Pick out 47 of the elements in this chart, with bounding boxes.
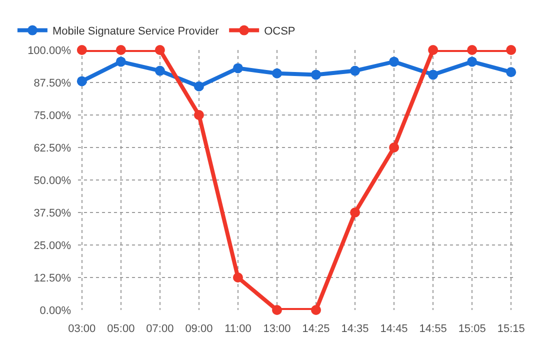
x-tick-label: 14:55 [419,323,447,335]
y-tick-label: 50.00% [34,174,72,187]
y-tick-label: 100.00% [28,44,72,57]
x-tick-label: 15:05 [458,323,486,335]
point [154,45,165,55]
point [389,142,400,152]
x-tick-label: 03:00 [68,323,96,335]
y-tick-label: 37.50% [34,207,72,220]
x-tick-label: 13:00 [263,323,291,335]
point [76,45,87,55]
point [311,70,322,80]
x-tick-label: 14:45 [380,323,408,335]
y-tick-label: 25.00% [34,240,72,252]
y-tick-label: 12.50% [34,272,72,284]
point [506,45,516,55]
y-tick-label: 62.50% [34,142,72,154]
point [389,56,400,67]
point [116,56,126,67]
point [311,305,322,315]
x-tick-label: 07:00 [146,323,174,335]
y-tick-label: 0.00% [40,304,72,317]
point [194,81,204,92]
y-tick-label: 75.00% [34,110,72,122]
point [116,45,126,55]
legend-label: OCSP [264,26,296,38]
point [506,67,516,78]
point [350,208,360,218]
point [272,68,282,78]
point [467,56,478,67]
point [350,66,360,76]
point [232,272,243,282]
x-tick-label: 05:00 [107,323,135,335]
point [428,45,438,55]
y-tick-label: 87.50% [34,77,72,90]
x-tick-label: 11:00 [224,323,252,335]
x-tick-label: 09:00 [185,323,213,335]
point [76,76,87,86]
point [232,63,243,74]
legend-label: Mobile Signature Service Provider [52,26,220,38]
x-tick-label: 14:35 [341,323,369,335]
point [194,110,204,120]
point [428,70,438,80]
x-tick-label: 14:25 [302,323,330,335]
point [272,305,282,315]
point [154,66,165,76]
point [467,45,478,55]
x-tick-label: 15:15 [497,323,525,335]
